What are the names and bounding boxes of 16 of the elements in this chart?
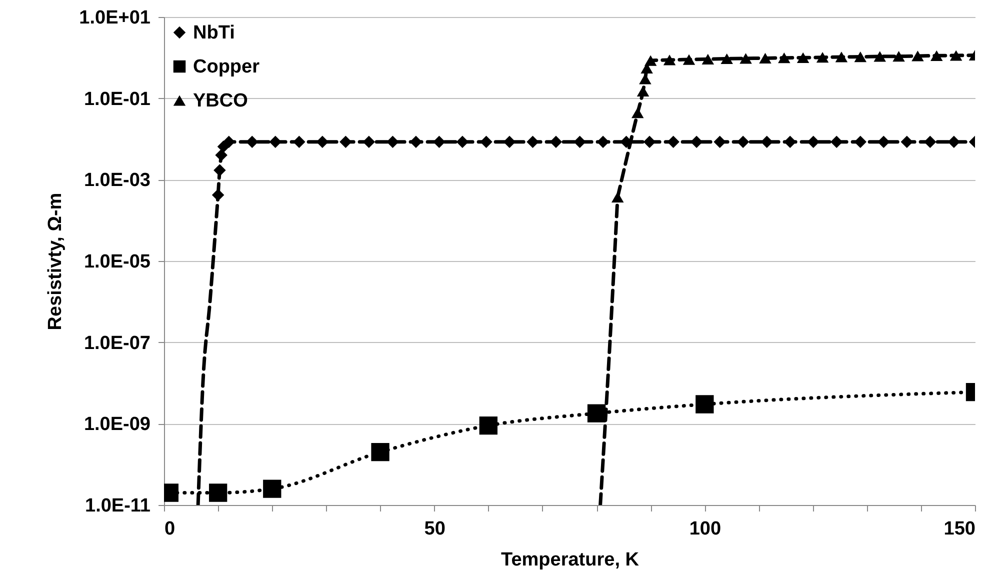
y-tick-label: 1.0E-01 [84,88,151,110]
y-tick-label: 1.0E-05 [84,252,151,272]
y-tick-label: 1.0E-11 [85,496,151,516]
x-tick-label: 100 [689,518,722,540]
y-axis-title: Resistivty, Ω-m [45,192,66,330]
x-tick-label: 50 [424,518,446,540]
legend-label: YBCO [193,90,248,112]
y-tick-label: 1.0E-07 [84,332,150,354]
legend-label: Copper [193,56,260,78]
y-tick-label: 1.0E+01 [79,8,151,28]
legend-label: NbTi [193,22,235,44]
y-tick-label: 1.0E-09 [84,414,150,436]
x-tick-label: 150 [944,518,976,540]
y-tick-label: 1.0E-03 [84,170,150,192]
x-tick-label: 0 [164,518,176,540]
x-axis-title: Temperature, K [501,550,640,570]
